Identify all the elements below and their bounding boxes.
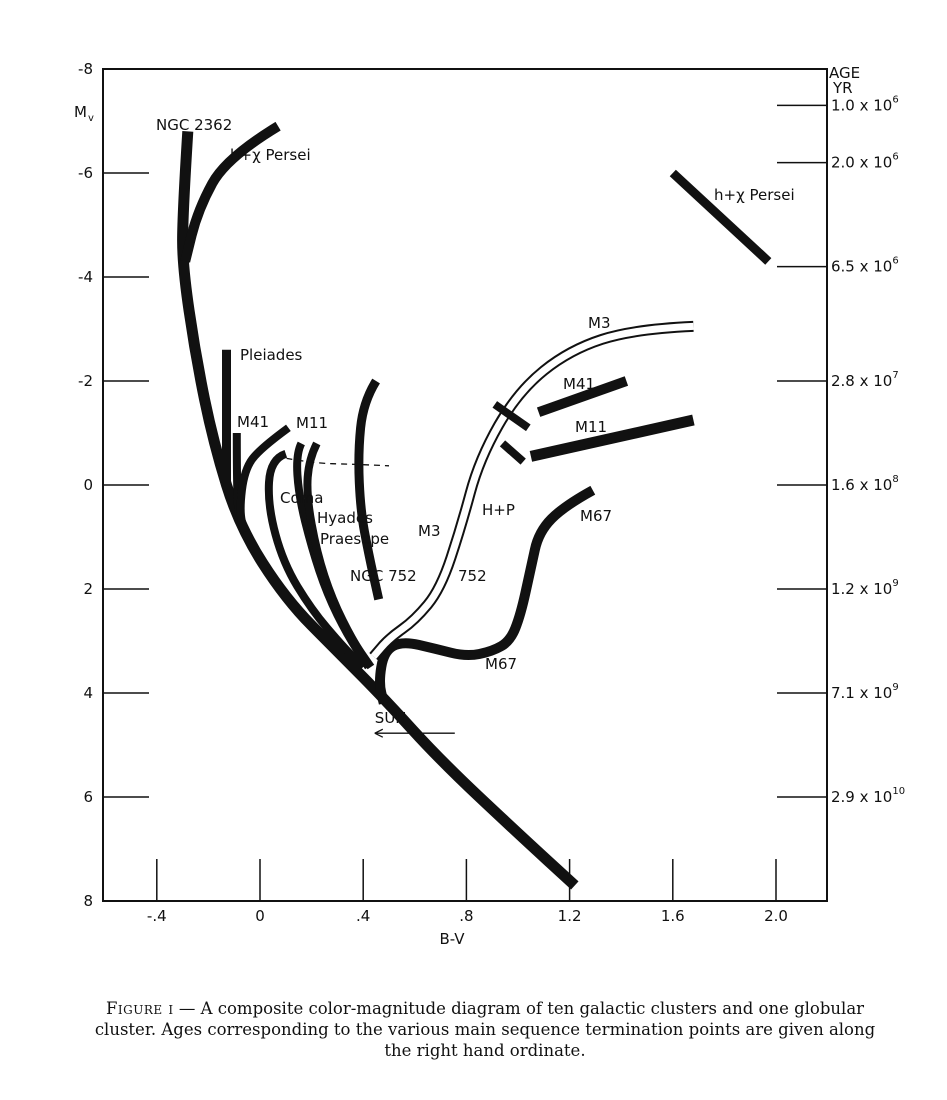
cluster-label-ngc2362: NGC 2362: [156, 116, 232, 134]
y-tick-label: -8: [78, 60, 93, 78]
cluster-label-m11-red: M11: [575, 418, 607, 436]
sequence-ngc-752: [354, 378, 384, 601]
cluster-label-hchi-top: h+χ Persei: [230, 146, 311, 164]
age-axis-title-line1: AGE: [829, 64, 860, 82]
age-tick-exponent: 10: [892, 786, 905, 797]
cluster-label-hp: H+P: [482, 501, 515, 519]
age-axis-title-line2: YR: [832, 79, 853, 97]
cluster-label-hyades: Hyades: [317, 509, 373, 527]
cluster-label-m41-red: M41: [563, 375, 595, 393]
age-tick-exponent: 6: [892, 256, 898, 267]
age-tick-label: 6.5 x 106: [831, 256, 899, 276]
cluster-label-praesepe: Praesepe: [320, 530, 389, 548]
axis-ticks: -.4 0 .4 .8 1.2 1.6 2.0 -8 -6 -4 -2 0 2 4 6 8 1.0 x 106 2…: [78, 60, 905, 925]
age-tick-label: 7.1 x 109: [831, 682, 899, 702]
y-axis-label-subscript: v: [88, 113, 94, 124]
age-tick-label: 1.6 x 108: [831, 474, 899, 494]
age-tick-exponent: 8: [892, 474, 898, 485]
sequence-coma: [264, 450, 367, 670]
sequence-752: [492, 401, 531, 432]
y-tick-label: -2: [78, 372, 93, 390]
cluster-label-m67-low: M67: [485, 655, 517, 673]
sequence-m3-inner: [370, 322, 694, 659]
y-tick-label: 8: [83, 892, 93, 910]
age-tick-label: 2.8 x 107: [831, 370, 899, 390]
y-tick-label: 6: [83, 788, 93, 806]
figure-caption: Figure i — A composite color-magnitude d…: [90, 998, 880, 1061]
age-tick-label: 1.0 x 106: [831, 94, 899, 114]
age-tick-label: 2.0 x 106: [831, 152, 899, 172]
y-tick-label: 2: [83, 580, 93, 598]
caption-text: — A composite color-magnitude diagram of…: [94, 999, 876, 1060]
coma-dashed-line: [275, 455, 390, 467]
cluster-label-m11: M11: [296, 414, 328, 432]
caption-lead: Figure i: [105, 999, 174, 1018]
cluster-label-m3-mid: M3: [418, 522, 441, 540]
age-tick-label: 2.9 x 1010: [831, 786, 905, 806]
sequence-m67: [375, 485, 596, 705]
sequence-ngc-2362: [177, 131, 579, 890]
x-tick-label: .8: [459, 907, 473, 925]
x-tick-label: .4: [356, 907, 370, 925]
cluster-label-pleiades: Pleiades: [240, 346, 303, 364]
y-tick-label: -6: [78, 164, 93, 182]
cluster-label-m67-up: M67: [580, 507, 612, 525]
x-tick-label: -.4: [147, 907, 167, 925]
x-tick-label: 1.6: [661, 907, 685, 925]
cluster-label-m41: M41: [237, 413, 269, 431]
sequence-h-p: [499, 440, 526, 465]
age-tick-exponent: 6: [892, 94, 898, 105]
y-tick-label: -4: [78, 268, 93, 286]
x-tick-label: 2.0: [764, 907, 788, 925]
sun-label: SUN: [375, 709, 407, 727]
sequence-h-persei: [669, 169, 772, 265]
age-tick-exponent: 9: [892, 682, 898, 693]
sequence-h-persei: [180, 121, 281, 263]
cluster-label-hchi-right: h+χ Persei: [714, 186, 795, 204]
x-tick-label: 0: [255, 907, 265, 925]
sequence-m11: [236, 424, 291, 533]
cluster-labels: SUN NGC 2362 h+χ Persei h+χ Persei Pleiades M…: [156, 116, 795, 727]
age-tick-exponent: 7: [892, 370, 898, 381]
age-tick-exponent: 6: [892, 152, 898, 163]
age-tick-label: 1.2 x 109: [831, 578, 899, 598]
cluster-label-n752: 752: [458, 567, 487, 585]
x-axis-label: B-V: [439, 930, 465, 948]
cluster-label-m3-top: M3: [588, 314, 611, 332]
cluster-label-ngc752: NGC 752: [350, 567, 417, 585]
sun-arrow-head: [374, 728, 384, 738]
y-tick-label: 0: [83, 476, 93, 494]
cluster-sequences: [177, 121, 772, 890]
x-tick-label: 1.2: [558, 907, 582, 925]
cluster-label-coma: Coma: [280, 489, 323, 507]
age-tick-exponent: 9: [892, 578, 898, 589]
sequence-praesepe: [303, 441, 375, 670]
y-axis-label: M: [74, 103, 87, 121]
sequence-m11: [529, 414, 695, 462]
y-tick-label: 4: [83, 684, 93, 702]
sequence-m41: [536, 376, 629, 417]
